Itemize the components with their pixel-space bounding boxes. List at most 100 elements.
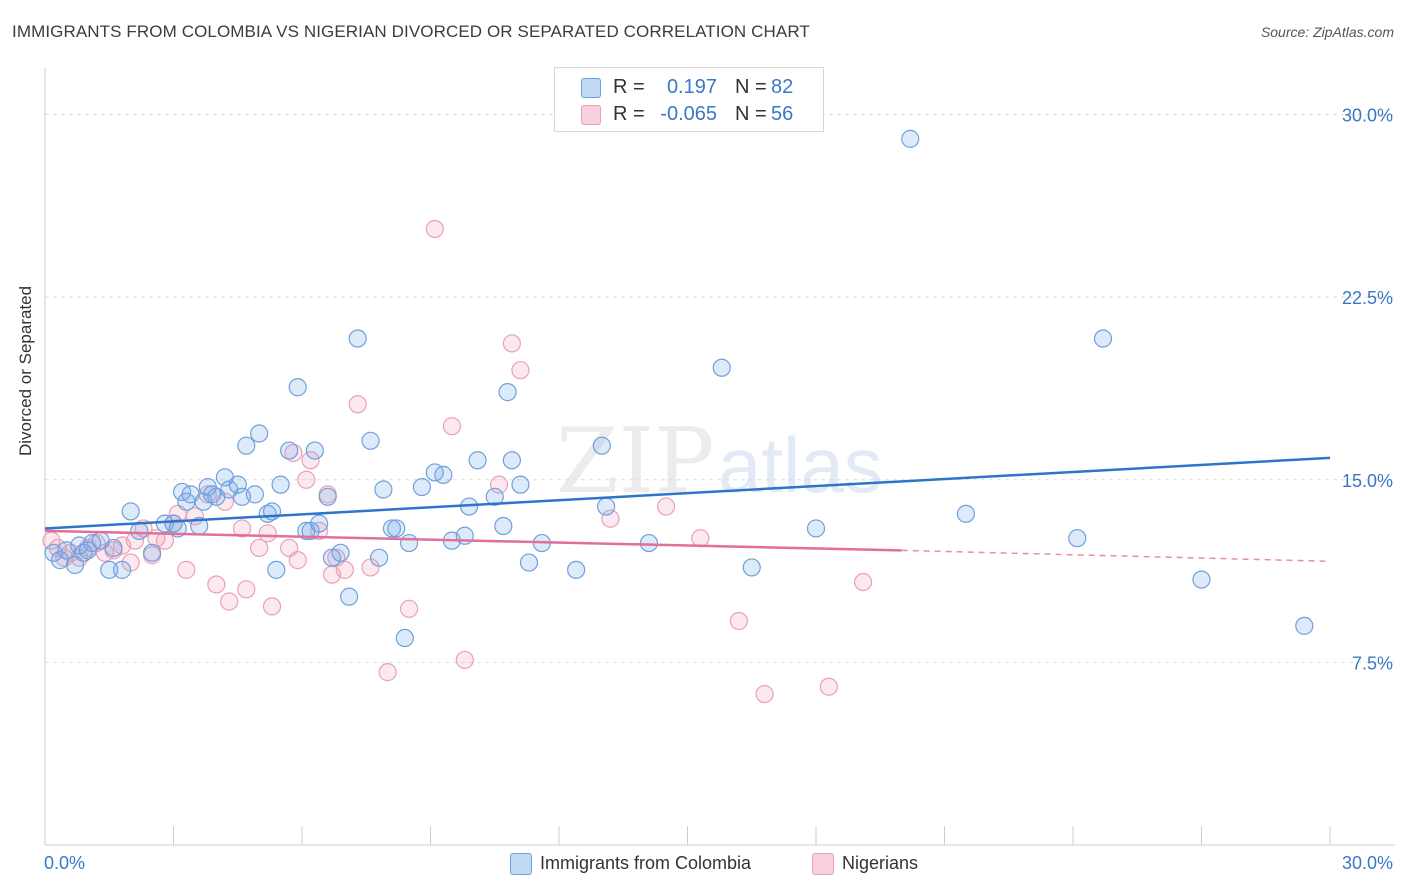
nigerians-point (455, 650, 474, 670)
colombia-point (502, 451, 521, 470)
colombia-point (121, 502, 140, 521)
zipatlas-watermark: ZIP atlas (556, 409, 883, 514)
colombia-point (511, 475, 530, 494)
nigerians-point (335, 560, 354, 579)
nigerians-trend-extension (901, 549, 1331, 563)
correlation-legend: R = 0.197 N = 82 R = -0.065 N = 56 (554, 67, 824, 132)
nigerians-point (301, 451, 320, 470)
colombia-point (434, 465, 453, 484)
legend-swatch-nigerians (812, 853, 834, 875)
colombia-point (399, 533, 419, 553)
legend-row-nigerians: R = -0.065 N = 56 (555, 101, 823, 127)
colombia-point (322, 548, 342, 567)
y-tick-label: 30.0% (1342, 106, 1393, 126)
colombia-point (318, 487, 337, 506)
tick-labels: 7.5% 15.0% 22.5% 30.0% 0.0% 30.0% (44, 106, 1393, 873)
colombia-point (1192, 570, 1211, 589)
colombia-point (310, 514, 329, 533)
colombia-point (237, 436, 256, 455)
colombia-point (901, 129, 920, 148)
legend-label-nigerians: Nigerians (842, 853, 919, 873)
nigerians-point (258, 524, 277, 543)
colombia-point (250, 424, 269, 443)
colombia-point (1295, 616, 1314, 635)
colombia-point (361, 431, 380, 450)
colombia-point (742, 558, 761, 577)
colombia-point (130, 521, 149, 540)
colombia-point (267, 560, 286, 579)
nigerians-point (854, 572, 873, 592)
nigerians-point (511, 361, 530, 380)
colombia-point (331, 543, 350, 562)
colombia-point (374, 480, 393, 499)
nigerians-point (237, 580, 256, 599)
nigerians-point (297, 470, 316, 489)
nigerians-point (399, 599, 419, 618)
nigerians-point (691, 529, 710, 548)
colombia-point (468, 451, 487, 470)
colombia-point (370, 548, 389, 567)
legend-r-value: 0.197 (666, 76, 717, 98)
colombia-point (340, 587, 359, 606)
chart-title: IMMIGRANTS FROM COLOMBIA VS NIGERIAN DIV… (12, 22, 810, 41)
y-axis-label: Divorced or Separated (16, 285, 35, 456)
colombia-point (245, 485, 264, 504)
nigerians-point (232, 519, 252, 538)
legend-swatch-colombia (510, 853, 532, 875)
nigerians-point (425, 219, 444, 239)
colombia-point (567, 560, 586, 579)
colombia-trend-line (44, 456, 1331, 530)
legend-n-label: N = (735, 76, 767, 98)
trend-lines (44, 456, 1331, 563)
legend-n-value: 56 (771, 103, 794, 125)
colombia-point (494, 516, 513, 536)
colombia-point (142, 543, 162, 562)
nigerians-point (656, 497, 676, 516)
colombia-point (100, 560, 119, 579)
legend-r-label: R = (613, 76, 645, 98)
colombia-point (639, 533, 659, 553)
x-tick-label: 0.0% (44, 853, 85, 873)
nigerians-trend-line (44, 529, 902, 552)
legend-swatch-blue (581, 78, 601, 98)
colombia-point (412, 477, 432, 497)
legend-swatch-pink (581, 105, 601, 125)
colombia-point (806, 519, 826, 538)
colombia-point (712, 358, 731, 377)
colombia-point (395, 628, 414, 648)
colombia-point (112, 560, 132, 579)
axes (44, 68, 1395, 846)
legend-r-label: R = (613, 103, 645, 125)
colombia-point (519, 553, 539, 572)
nigerians-point (177, 560, 196, 579)
nigerians-point (262, 597, 282, 616)
colombia-point (498, 383, 517, 402)
colombia-point (305, 441, 324, 460)
nigerians-point (729, 611, 749, 631)
y-tick-label: 7.5% (1352, 653, 1393, 673)
nigerians-point (250, 538, 269, 558)
x-tick-label: 30.0% (1342, 853, 1393, 873)
legend-n-label: N = (735, 103, 767, 125)
colombia-points (44, 129, 1314, 648)
legend-n-value: 82 (771, 76, 794, 98)
nigerians-point (502, 334, 521, 353)
legend-r-value: -0.065 (660, 103, 717, 125)
nigerians-point (378, 663, 397, 682)
colombia-point (387, 519, 406, 538)
colombia-point (592, 436, 611, 455)
colombia-point (348, 329, 367, 348)
nigerians-point (819, 677, 838, 696)
legend-row-colombia: R = 0.197 N = 82 (555, 74, 823, 100)
watermark-atlas: atlas (718, 421, 883, 509)
colombia-point (597, 497, 616, 516)
colombia-point (956, 504, 976, 523)
source-credit: Source: ZipAtlas.com (1260, 24, 1394, 40)
legend-label-colombia: Immigrants from Colombia (540, 853, 752, 873)
colombia-point (288, 378, 307, 397)
nigerians-point (442, 417, 462, 436)
colombia-point (382, 519, 402, 538)
nigerians-point (207, 575, 226, 594)
nigerians-point (220, 592, 239, 611)
